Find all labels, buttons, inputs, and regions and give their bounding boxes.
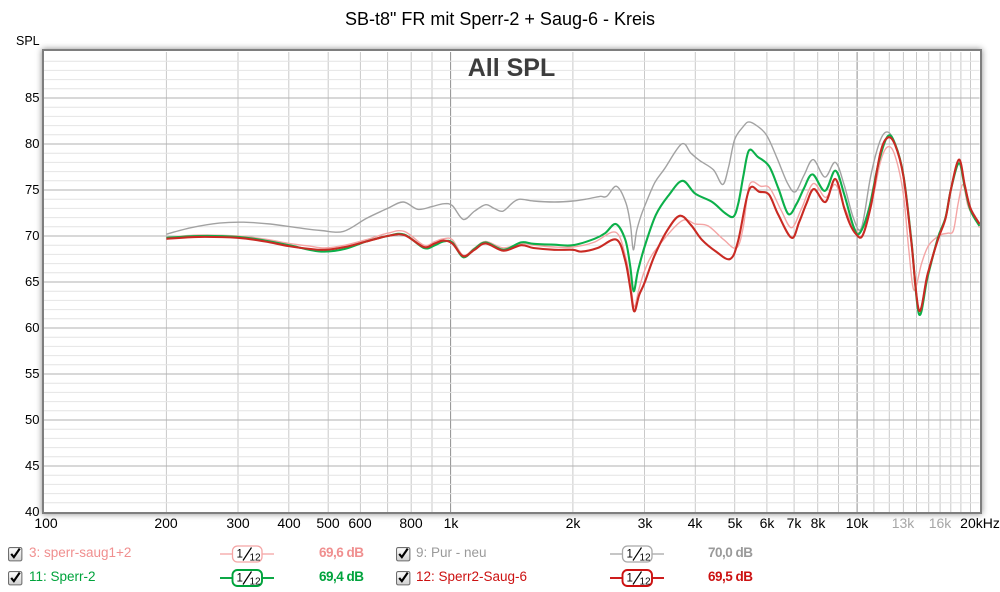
- svg-text:12: 12: [250, 553, 262, 564]
- svg-text:12: 12: [640, 553, 652, 564]
- svg-text:1: 1: [237, 573, 243, 585]
- svg-text:1: 1: [627, 549, 633, 561]
- svg-text:12: 12: [640, 577, 652, 588]
- svg-text:1: 1: [237, 549, 243, 561]
- svg-text:1: 1: [627, 573, 633, 585]
- svg-text:12: 12: [250, 577, 262, 588]
